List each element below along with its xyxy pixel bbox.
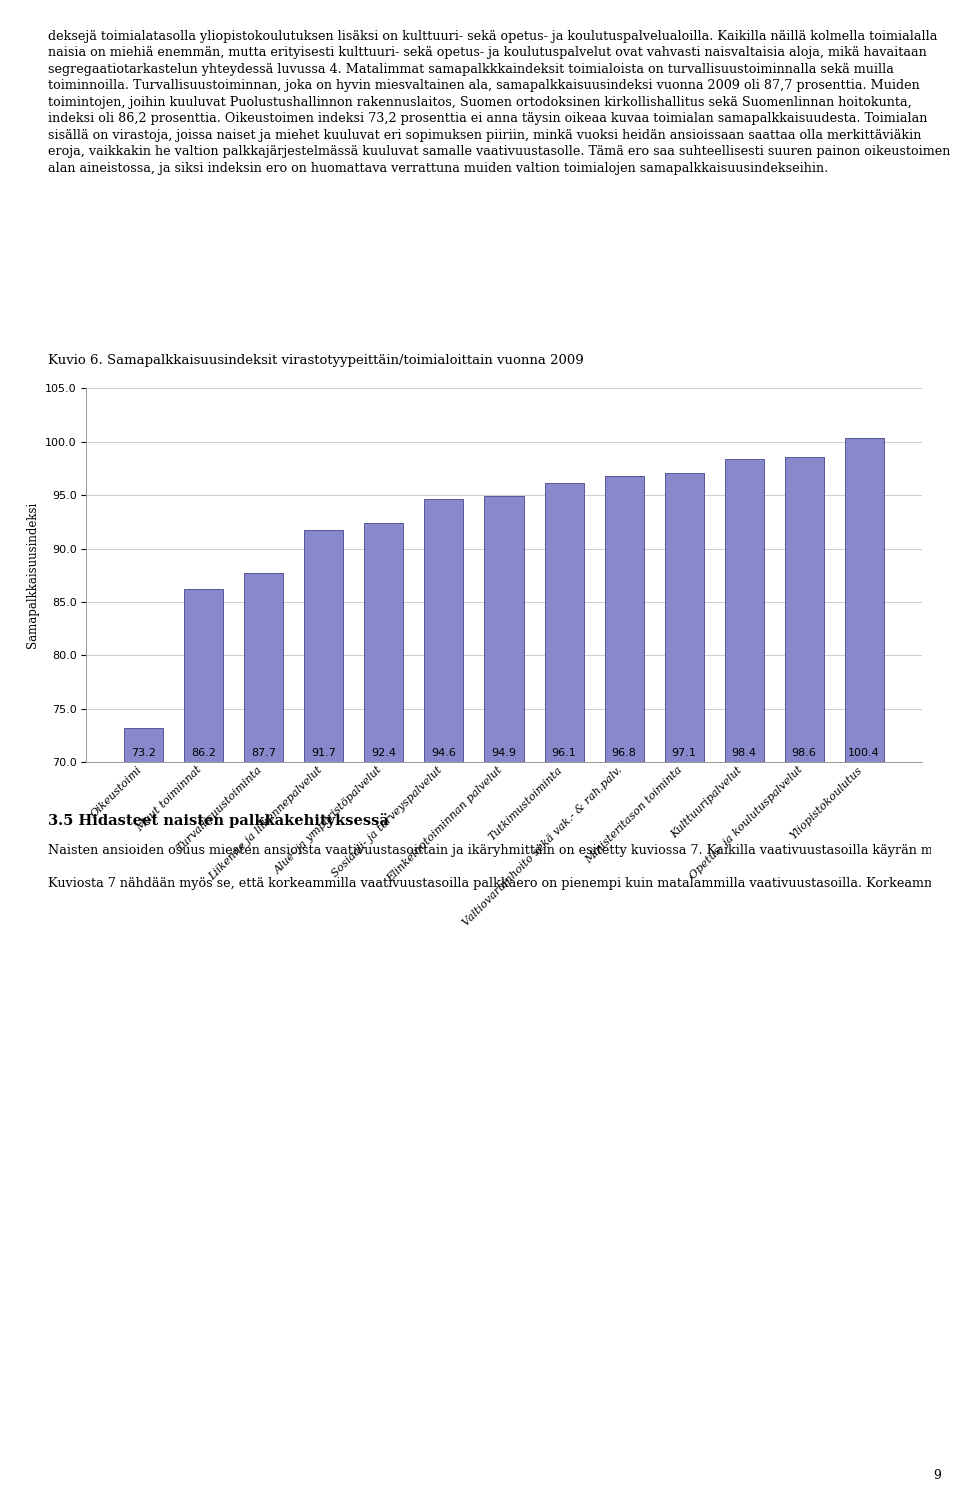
Bar (485, 496, 523, 762)
Text: Naisten ansioiden osuus miesten ansioista vaativuustasoittain ja ikäryhmittäin o: Naisten ansioiden osuus miesten ansioist… (48, 844, 960, 890)
Bar (784, 457, 824, 762)
Text: 97.1: 97.1 (672, 747, 697, 757)
Text: Kuvio 6. Samapalkkaisuusindeksit virastotyypeittäin/toimialoittain vuonna 2009: Kuvio 6. Samapalkkaisuusindeksit virasto… (48, 354, 584, 366)
Bar (245, 574, 283, 762)
Y-axis label: Samapalkkaisuusindeksi: Samapalkkaisuusindeksi (27, 502, 39, 648)
Text: 100.4: 100.4 (849, 747, 880, 757)
Text: 87.7: 87.7 (252, 747, 276, 757)
Text: 98.4: 98.4 (732, 747, 756, 757)
Bar (664, 472, 704, 762)
Text: 94.6: 94.6 (432, 747, 456, 757)
Text: 91.7: 91.7 (311, 747, 336, 757)
Bar (365, 523, 403, 762)
Text: 3.5 Hidasteet naisten palkkakehityksessä: 3.5 Hidasteet naisten palkkakehityksessä (48, 813, 389, 828)
Bar (605, 477, 643, 762)
Text: 9: 9 (933, 1469, 941, 1482)
Text: deksejä toimialatasolla yliopistokoulutuksen lisäksi on kulttuuri- sekä opetus- : deksejä toimialatasolla yliopistokoulutu… (48, 30, 950, 175)
Text: 96.8: 96.8 (612, 747, 636, 757)
Bar (125, 728, 163, 762)
Bar (544, 484, 584, 762)
Bar (304, 530, 344, 762)
Text: 92.4: 92.4 (372, 747, 396, 757)
Text: 96.1: 96.1 (552, 747, 576, 757)
Bar (184, 589, 224, 762)
Bar (845, 438, 883, 762)
Text: 94.9: 94.9 (492, 747, 516, 757)
Text: 98.6: 98.6 (792, 747, 817, 757)
Bar (424, 499, 464, 762)
Bar (725, 459, 763, 762)
Text: 73.2: 73.2 (132, 747, 156, 757)
Text: 86.2: 86.2 (191, 747, 216, 757)
